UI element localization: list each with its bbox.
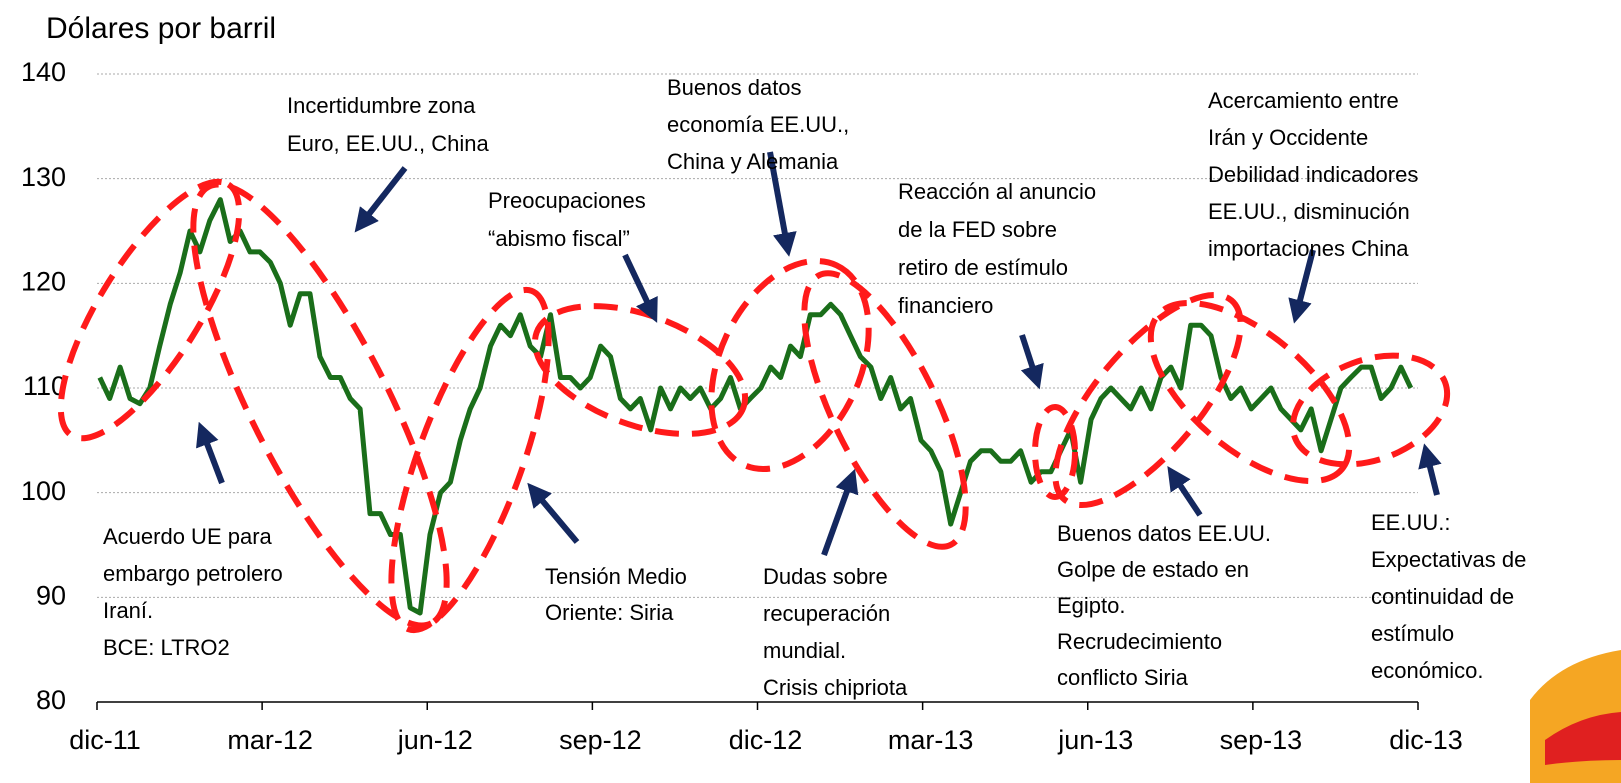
annotation-text: continuidad de xyxy=(1371,584,1514,609)
x-tick-label: jun-12 xyxy=(397,725,473,755)
decorations xyxy=(1530,650,1621,783)
highlight-ellipse xyxy=(1147,299,1353,485)
annotation-text: Buenos datos EE.UU. xyxy=(1057,521,1271,546)
highlight-ellipse xyxy=(708,258,872,472)
chart-title: Dólares por barril xyxy=(46,12,276,45)
annotation-text: recuperación xyxy=(763,601,890,626)
x-tick-label: dic-13 xyxy=(1389,725,1463,755)
annotation-text: financiero xyxy=(898,293,993,318)
arrow xyxy=(1019,334,1044,390)
annotation-text: Irán y Occidente xyxy=(1208,125,1368,150)
annotation-text: Preocupaciones xyxy=(488,188,646,213)
arrow xyxy=(622,253,658,323)
arrow xyxy=(196,421,225,485)
annotation-text: mundial. xyxy=(763,638,846,663)
x-tick-label: dic-11 xyxy=(69,725,141,755)
annotation-text: Expectativas de xyxy=(1371,547,1526,572)
annotation-text: economía EE.UU., xyxy=(667,112,849,137)
y-tick-label: 140 xyxy=(21,57,66,87)
arrow xyxy=(354,166,408,233)
annotation-text: Recrudecimiento xyxy=(1057,629,1222,654)
annotation-text: económico. xyxy=(1371,658,1484,683)
highlight-ellipse xyxy=(388,286,552,634)
annotation-text: Iraní. xyxy=(103,598,153,623)
annotation-text: Golpe de estado en xyxy=(1057,557,1249,582)
annotation-text: Crisis chipriota xyxy=(763,675,908,700)
annotation-text: Egipto. xyxy=(1057,593,1126,618)
annotation-text: Dudas sobre xyxy=(763,564,888,589)
annotation-text: “abismo fiscal” xyxy=(488,226,630,251)
arrow xyxy=(821,468,859,557)
x-tick-label: sep-13 xyxy=(1220,725,1303,755)
y-tick-label: 100 xyxy=(21,476,66,506)
annotation-text: EE.UU.: xyxy=(1371,510,1450,535)
annotation-text: Buenos datos xyxy=(667,75,802,100)
highlight-ellipse xyxy=(531,303,749,437)
y-tick-label: 130 xyxy=(21,162,66,192)
annotation-text: Acercamiento entre xyxy=(1208,88,1399,113)
annotation-text: Reacción al anuncio xyxy=(898,179,1096,204)
annotation-text: EE.UU., disminución xyxy=(1208,199,1410,224)
highlight-ellipse xyxy=(1052,291,1244,509)
annotation-text: estímulo xyxy=(1371,621,1454,646)
highlight-ellipse xyxy=(801,270,969,550)
annotation-text: China y Alemania xyxy=(667,149,839,174)
x-tick-label: jun-13 xyxy=(1057,725,1133,755)
y-tick-label: 80 xyxy=(36,685,66,715)
annotation-text: Tensión Medio xyxy=(545,564,687,589)
annotation-text: Euro, EE.UU., China xyxy=(287,131,490,156)
arrow xyxy=(1288,249,1316,324)
highlight-ellipse xyxy=(190,181,450,629)
annotation-text: conflicto Siria xyxy=(1057,665,1189,690)
annotation-text: importaciones China xyxy=(1208,236,1409,261)
annotation-text: BCE: LTRO2 xyxy=(103,635,230,660)
annotation-text: Debilidad indicadores xyxy=(1208,162,1418,187)
annotation-text: Incertidumbre zona xyxy=(287,93,476,118)
x-tick-label: sep-12 xyxy=(559,725,642,755)
annotation-text: retiro de estímulo xyxy=(898,255,1068,280)
x-tick-label: mar-12 xyxy=(227,725,313,755)
logo-band xyxy=(1545,712,1621,765)
annotation-text: de la FED sobre xyxy=(898,217,1057,242)
arrow xyxy=(767,151,797,257)
highlight-ellipse xyxy=(1289,352,1451,468)
x-tick-label: mar-13 xyxy=(888,725,974,755)
highlight-ellipse xyxy=(57,178,243,442)
annotation-text: embargo petrolero xyxy=(103,561,283,586)
arrow xyxy=(1418,443,1442,496)
y-tick-label: 120 xyxy=(21,266,66,296)
price-line xyxy=(97,197,1414,616)
y-tick-label: 90 xyxy=(36,580,66,610)
arrow xyxy=(1167,466,1203,517)
annotation-text: Oriente: Siria xyxy=(545,600,674,625)
x-tick-label: dic-12 xyxy=(729,725,803,755)
annotation-text: Acuerdo UE para xyxy=(103,524,273,549)
highlight-ellipse xyxy=(1032,404,1078,500)
arrow xyxy=(527,482,580,544)
